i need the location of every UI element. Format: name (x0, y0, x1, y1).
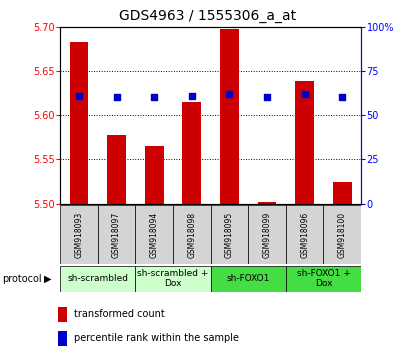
Bar (60, 205, 98, 264)
Text: sh-scrambled: sh-scrambled (67, 274, 128, 283)
Text: GSM918098: GSM918098 (187, 211, 196, 258)
Text: GSM918099: GSM918099 (263, 211, 271, 258)
Bar (183, 102, 201, 204)
Bar (70, 42, 88, 204)
Bar (135, 266, 210, 292)
Point (188, 93, 195, 98)
Point (76, 93, 82, 98)
Bar (60, 266, 135, 292)
Bar (58, 331, 67, 346)
Bar (220, 29, 239, 204)
Text: sh-scrambled +
Dox: sh-scrambled + Dox (137, 269, 209, 289)
Point (113, 95, 120, 100)
Bar (58, 307, 67, 322)
Text: GDS4963 / 1555306_a_at: GDS4963 / 1555306_a_at (119, 9, 296, 23)
Point (301, 91, 308, 97)
Bar (323, 205, 361, 264)
Point (151, 95, 158, 100)
Point (226, 91, 233, 97)
Bar (107, 136, 126, 204)
Text: protocol: protocol (2, 274, 42, 284)
Bar (248, 205, 286, 264)
Text: transformed count: transformed count (73, 309, 164, 319)
Text: GSM918094: GSM918094 (150, 211, 159, 258)
Point (339, 95, 346, 100)
Text: GSM918093: GSM918093 (74, 211, 83, 258)
Text: sh-FOXO1: sh-FOXO1 (227, 274, 270, 283)
Bar (258, 202, 276, 204)
Bar (173, 205, 210, 264)
Text: GSM918096: GSM918096 (300, 211, 309, 258)
Bar (286, 205, 323, 264)
Bar (98, 205, 135, 264)
Bar (295, 81, 314, 204)
Point (264, 95, 270, 100)
Bar (286, 266, 361, 292)
Bar (333, 182, 352, 204)
Bar (135, 205, 173, 264)
Bar (211, 205, 248, 264)
Text: GSM918100: GSM918100 (338, 211, 347, 258)
Text: GSM918095: GSM918095 (225, 211, 234, 258)
Text: sh-FOXO1 +
Dox: sh-FOXO1 + Dox (297, 269, 350, 289)
Text: percentile rank within the sample: percentile rank within the sample (73, 333, 239, 343)
Bar (145, 146, 164, 204)
Text: ▶: ▶ (44, 274, 51, 284)
Text: GSM918097: GSM918097 (112, 211, 121, 258)
Bar (211, 266, 286, 292)
